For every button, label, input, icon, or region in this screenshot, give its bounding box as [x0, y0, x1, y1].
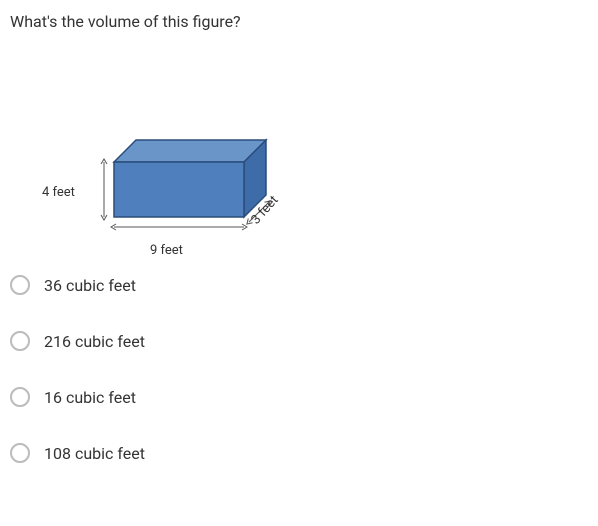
prism-diagram — [96, 107, 296, 247]
option-2[interactable]: 16 cubic feet — [10, 369, 588, 425]
radio-icon — [10, 387, 30, 407]
height-label: 4 feet — [42, 185, 75, 200]
options-list: 36 cubic feet 216 cubic feet 16 cubic fe… — [0, 247, 598, 481]
option-label: 16 cubic feet — [44, 388, 136, 407]
option-0[interactable]: 36 cubic feet — [10, 257, 588, 313]
prism-top-face — [114, 140, 266, 162]
figure-area: 4 feet 9 feet 3 feet — [0, 37, 598, 247]
radio-icon — [10, 331, 30, 351]
option-label: 216 cubic feet — [44, 332, 145, 351]
option-1[interactable]: 216 cubic feet — [10, 313, 588, 369]
question-text: What's the volume of this figure? — [0, 0, 598, 37]
radio-icon — [10, 275, 30, 295]
width-label: 9 feet — [150, 243, 183, 258]
prism-front-face — [114, 162, 244, 217]
radio-icon — [10, 443, 30, 463]
option-3[interactable]: 108 cubic feet — [10, 425, 588, 481]
option-label: 36 cubic feet — [44, 276, 136, 295]
option-label: 108 cubic feet — [44, 444, 145, 463]
